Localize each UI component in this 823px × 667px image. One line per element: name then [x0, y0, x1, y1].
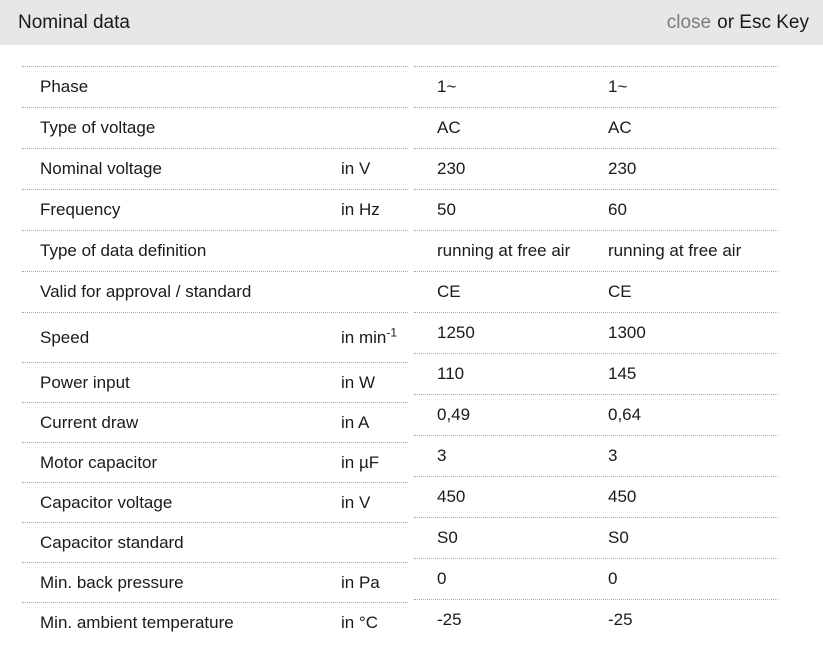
value-variant-2: 145	[608, 364, 637, 383]
row-unit: in Pa	[341, 572, 380, 592]
row-unit: in V	[341, 492, 371, 512]
row-unit: in V	[341, 159, 371, 178]
value-variant-1: CE	[437, 282, 461, 301]
value-variant-2: 450	[608, 487, 637, 506]
row-label: Type of voltage	[40, 118, 156, 137]
row-unit: in W	[341, 372, 375, 392]
table-row-label: Capacitor standard	[22, 522, 408, 562]
row-unit: in µF	[341, 452, 380, 472]
value-variant-1: 1250	[437, 323, 475, 342]
table-row-label: Nominal voltage in V	[22, 148, 408, 189]
table-row-label: Type of data definition	[22, 230, 408, 271]
value-variant-1: 230	[437, 159, 466, 178]
table-row-label: Power input in W	[22, 362, 408, 402]
value-variant-1: 50	[437, 200, 456, 219]
table-row-values: 110 145	[414, 353, 778, 394]
table-row-values: 0 0	[414, 558, 778, 599]
value-variant-2: 0	[608, 569, 618, 588]
row-unit: in A	[341, 412, 370, 432]
row-label: Phase	[40, 77, 89, 96]
value-variant-1: -25	[437, 610, 462, 629]
table-row-values: -25 -25	[414, 599, 778, 640]
table-row-values: 0,49 0,64	[414, 394, 778, 435]
table-row-values: 3 3	[414, 435, 778, 476]
row-label: Min. back pressure	[40, 572, 184, 592]
row-label: Valid for approval / standard	[40, 282, 252, 301]
value-variant-2: 0,64	[608, 405, 642, 424]
value-variant-2: 60	[608, 200, 627, 219]
value-variant-1: 110	[437, 364, 465, 383]
table-row-label: Type of voltage	[22, 107, 408, 148]
value-variant-2: -25	[608, 610, 633, 629]
table-row-label: Min. back pressure in Pa	[22, 562, 408, 602]
row-unit: in °C	[341, 612, 379, 632]
value-variant-2: AC	[608, 118, 632, 137]
table-row-values: 1~ 1~	[414, 66, 778, 107]
table-row-label: Current draw in A	[22, 402, 408, 442]
row-label: Power input	[40, 372, 130, 392]
table-row-label: Valid for approval / standard	[22, 271, 408, 312]
value-variant-1: 0	[437, 569, 447, 588]
table-row-values: running at free air running at free air	[414, 230, 778, 271]
row-label: Min. ambient temperature	[40, 612, 234, 632]
row-label: Capacitor standard	[40, 532, 184, 552]
row-unit: in Hz	[341, 200, 380, 219]
table-row-label: Capacitor voltage in V	[22, 482, 408, 522]
value-variant-2: CE	[608, 282, 632, 301]
table-row-values: 50 60	[414, 189, 778, 230]
table-row-values: CE CE	[414, 271, 778, 312]
value-variant-1: 1~	[437, 77, 457, 96]
table-row-label: Frequency in Hz	[22, 189, 408, 230]
value-variant-1: 3	[437, 446, 447, 465]
value-variant-1: running at free air	[437, 241, 571, 260]
row-label: Motor capacitor	[40, 452, 158, 472]
page-title: Nominal data	[18, 11, 130, 33]
table-row-values: S0 S0	[414, 517, 778, 558]
modal-header: Nominal data close or Esc Key	[0, 0, 823, 45]
value-variant-2: 230	[608, 159, 637, 178]
value-variant-2: 1300	[608, 323, 646, 342]
value-variant-1: 0,49	[437, 405, 471, 424]
table-row-label: Min. ambient temperature in °C	[22, 602, 408, 642]
row-label: Type of data definition	[40, 241, 207, 260]
row-unit: in min-1	[341, 324, 398, 347]
value-variant-1: 450	[437, 487, 466, 506]
value-variant-2: running at free air	[608, 241, 742, 260]
table-row-values: 230 230	[414, 148, 778, 189]
value-variant-2: 3	[608, 446, 618, 465]
row-label: Speed	[40, 327, 90, 347]
nominal-data-table: Phase Type of voltage Nominal voltage in…	[22, 66, 778, 642]
row-label: Frequency	[40, 200, 121, 219]
table-row-label: Motor capacitor in µF	[22, 442, 408, 482]
modal-close-area: close or Esc Key	[667, 12, 809, 34]
close-link[interactable]: close	[666, 11, 712, 33]
row-label: Nominal voltage	[40, 159, 162, 178]
table-row-label: Phase	[22, 66, 408, 107]
labels-column: Phase Type of voltage Nominal voltage in…	[22, 66, 408, 642]
esc-key-hint: or Esc Key	[717, 11, 809, 33]
value-variant-1: AC	[437, 118, 461, 137]
value-variant-2: 1~	[608, 77, 628, 96]
table-row-label: Speed in min-1	[22, 312, 408, 362]
row-label: Capacitor voltage	[40, 492, 173, 512]
table-row-values: 1250 1300	[414, 312, 778, 353]
value-variant-2: S0	[608, 528, 629, 547]
table-row-values: AC AC	[414, 107, 778, 148]
values-columns: 1~ 1~ AC AC 230 230 50 60 running at fre…	[414, 66, 778, 642]
value-variant-1: S0	[437, 528, 458, 547]
row-label: Current draw	[40, 412, 139, 432]
table-row-values: 450 450	[414, 476, 778, 517]
